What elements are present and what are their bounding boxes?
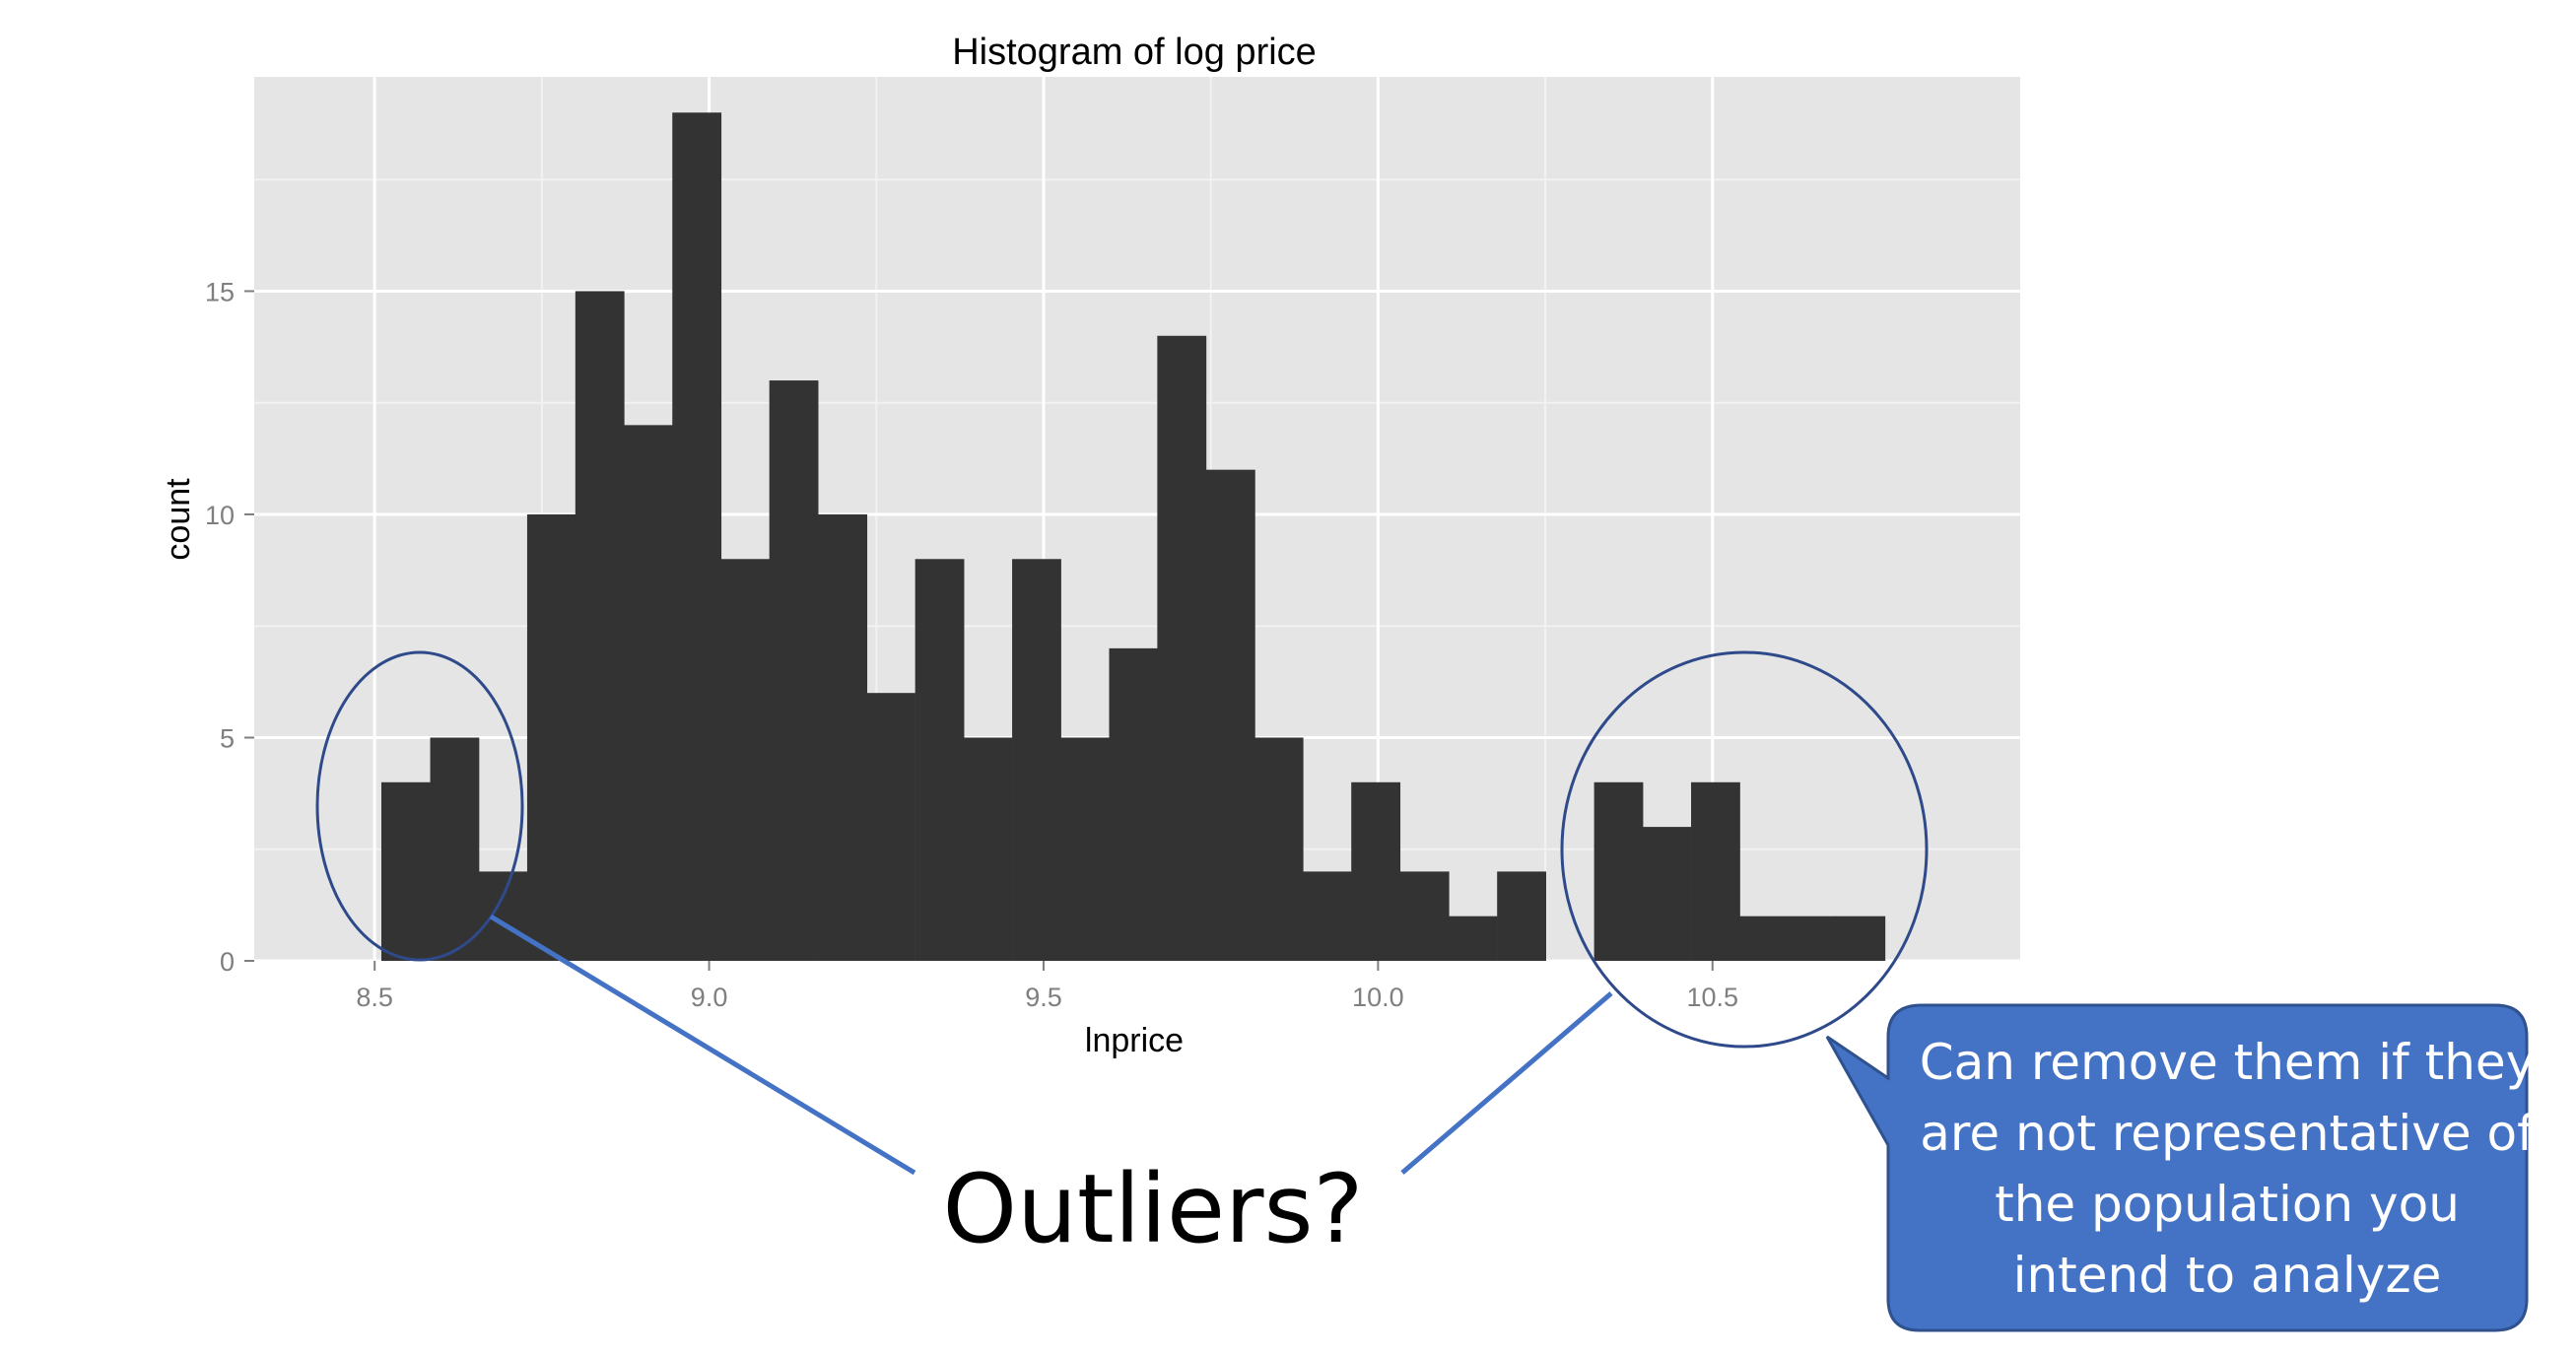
y-tick-label: 10 [205,501,235,530]
histogram-bar [1109,647,1159,961]
histogram-bar [1351,781,1401,961]
histogram-bar [1497,871,1546,961]
histogram-bar [1738,916,1789,961]
x-axis-label: lnprice [1085,1022,1184,1059]
callout-bubble [1825,1003,2529,1332]
histogram-bar [1448,916,1498,961]
histogram-bar [1157,335,1207,961]
y-tick-label: 5 [220,723,235,753]
histogram-bar [672,112,722,961]
right-outlier-ellipse [1560,650,1929,1049]
callout-line-1: Can remove them if they [1919,1034,2536,1091]
chart-title: Histogram of log price [952,32,1317,73]
x-tick-label: 10.5 [1686,983,1738,1012]
annotation-shapes [315,650,2529,1332]
histogram-bar [430,737,480,961]
histogram-bar [1691,781,1740,961]
y-axis-label: count [160,478,197,561]
histogram-bar [1059,737,1110,961]
x-tick-label: 9.5 [1025,983,1062,1012]
histogram-bar [624,425,674,961]
callout-line-3: the population you [1995,1176,2460,1233]
histogram-bar [963,737,1013,961]
histogram-bar [769,380,819,961]
y-tick-label: 0 [220,947,235,977]
left-outlier-ellipse [315,650,524,962]
histogram-bar [720,559,771,961]
x-tick-label: 9.0 [691,983,728,1012]
x-tick-label: 10.0 [1352,983,1404,1012]
callout-text: Can remove them if they are not represen… [1882,1027,2572,1311]
histogram-bar [866,693,915,961]
histogram-bar [1642,827,1692,961]
axis-ticks: 8.5 9.0 9.5 10.0 10.5 0 5 10 15 [205,277,1738,1012]
callout-line-4: intend to analyze [2012,1247,2442,1304]
histogram-bar [915,559,965,961]
histogram-bar [1012,559,1061,961]
x-tick-label: 8.5 [356,983,393,1012]
y-tick-label: 15 [205,277,235,306]
histogram-bar [1399,871,1450,961]
histogram-bar [380,781,431,961]
histogram-bar [1788,916,1838,961]
histogram-bar [575,291,625,961]
histogram-bar [1254,737,1304,961]
histogram-bar [526,513,576,961]
histogram-bar [478,871,528,961]
left-connector-line [489,914,916,1176]
histogram-bar [1303,871,1353,961]
histogram-bars [380,112,1886,961]
histogram-bar [1836,916,1886,961]
outliers-label: Outliers? [942,1154,1364,1264]
histogram-bar [818,513,868,961]
histogram-bar [1593,781,1644,961]
right-connector-line [1400,991,1613,1175]
histogram-bar [1205,469,1255,961]
callout-line-2: are not representative of [1920,1105,2535,1162]
